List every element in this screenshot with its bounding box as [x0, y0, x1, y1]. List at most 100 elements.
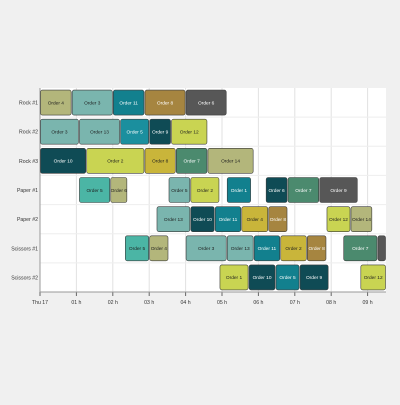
task-bar [125, 235, 149, 262]
task-label: Order 10 [253, 275, 272, 281]
task-bar [149, 118, 171, 145]
task-bar [307, 235, 327, 262]
task-label: Order 4 [247, 217, 264, 223]
task-label: Order 7 [352, 246, 369, 252]
task-label: Order 1 [231, 188, 248, 194]
task-bar [171, 118, 208, 145]
task-label: Order 5 [86, 188, 103, 194]
task-bar [144, 148, 176, 174]
task-bar [241, 206, 269, 232]
x-tick-label: 09 h [363, 300, 373, 306]
task-bar [226, 177, 251, 203]
task-label: Order 14 [352, 217, 371, 223]
x-tick-label: 06 h [253, 300, 263, 306]
task-bar [299, 264, 329, 291]
task-label: Order 6 [268, 188, 285, 194]
task-bar [185, 235, 227, 262]
task-label: Order 11 [219, 217, 238, 223]
task-bar [175, 148, 208, 174]
task-bar [214, 206, 242, 232]
y-category-label: Rock #1 [19, 101, 38, 107]
x-tick-label: 02 h [108, 300, 118, 306]
x-tick-label: 08 h [326, 300, 336, 306]
task-bar [280, 235, 307, 262]
task-label: Order 6 [198, 100, 215, 106]
task-bar [268, 206, 288, 232]
task-bar [275, 264, 300, 291]
task-label: Order 2 [197, 188, 214, 194]
task-label: Order 11 [258, 246, 277, 252]
task-label: Order 8 [157, 100, 174, 106]
task-bar [360, 264, 386, 291]
task-bar [319, 177, 358, 203]
y-category-label: Scissors #1 [11, 246, 38, 252]
task-label: Order 5 [171, 188, 188, 194]
task-label: Order 2 [107, 159, 124, 165]
task-bar [113, 89, 145, 116]
task-bar [144, 89, 186, 116]
task-bar [86, 148, 145, 174]
task-bar [190, 206, 215, 232]
task-bar [343, 235, 378, 262]
x-tick-label: 07 h [290, 300, 300, 306]
task-bar [110, 177, 128, 203]
y-category-label: Rock #2 [19, 130, 38, 136]
task-label: Order 5 [129, 246, 146, 252]
task-label: Order 5 [279, 275, 296, 281]
task-label: Order 8 [309, 246, 326, 252]
y-category-label: Paper #1 [17, 188, 38, 194]
task-label: Order 3 [84, 100, 101, 106]
task-label: Order 12 [180, 130, 199, 136]
task-bar [253, 235, 281, 262]
task-label: Order 9 [330, 188, 347, 194]
task-label: Order 8 [152, 159, 169, 165]
task-label: Order 8 [270, 217, 287, 223]
task-label: Order 12 [364, 275, 383, 281]
task-bar [265, 177, 288, 203]
task-bar [377, 235, 386, 262]
y-category-label: Rock #3 [19, 159, 38, 165]
task-bar [350, 206, 373, 232]
task-bar [40, 118, 79, 145]
x-tick-label: 01 h [71, 300, 81, 306]
task-bar [168, 177, 191, 203]
task-bar [120, 118, 150, 145]
task-label: Order 2 [285, 246, 302, 252]
task-bar [190, 177, 220, 203]
task-label: Order 11 [119, 100, 138, 106]
task-bar [71, 89, 113, 116]
task-bar [40, 89, 72, 116]
task-label: Order 4 [48, 100, 65, 106]
x-tick-label: 03 h [144, 300, 154, 306]
task-label: Order 3 [198, 246, 215, 252]
task-label: Order 4 [151, 246, 168, 252]
y-category-label: Scissors #2 [11, 275, 38, 281]
task-bar [79, 118, 120, 145]
x-tick-label: 05 h [217, 300, 227, 306]
task-bar [287, 177, 319, 203]
task-label: Order 3 [51, 130, 68, 136]
task-bar [185, 89, 227, 116]
task-label: Order 13 [164, 217, 183, 223]
task-label: Order 13 [231, 246, 250, 252]
y-category-label: Paper #2 [17, 217, 38, 223]
task-label: Order 12 [329, 217, 348, 223]
task-bar [79, 177, 111, 203]
task-bar [326, 206, 351, 232]
task-bar [207, 148, 254, 174]
task-label: Order 9 [152, 130, 169, 136]
task-bar [219, 264, 249, 291]
task-label: Order 7 [295, 188, 312, 194]
task-label: Order 14 [221, 159, 240, 165]
task-label: Order 6 [111, 188, 128, 194]
task-bar [40, 148, 87, 174]
task-bar [156, 206, 191, 232]
task-bar [149, 235, 169, 262]
task-bar [248, 264, 276, 291]
task-label: Order 5 [127, 130, 144, 136]
x-tick-label: 04 h [181, 300, 191, 306]
x-tick-label: Thu 17 [32, 300, 48, 306]
task-label: Order 1 [226, 275, 243, 281]
